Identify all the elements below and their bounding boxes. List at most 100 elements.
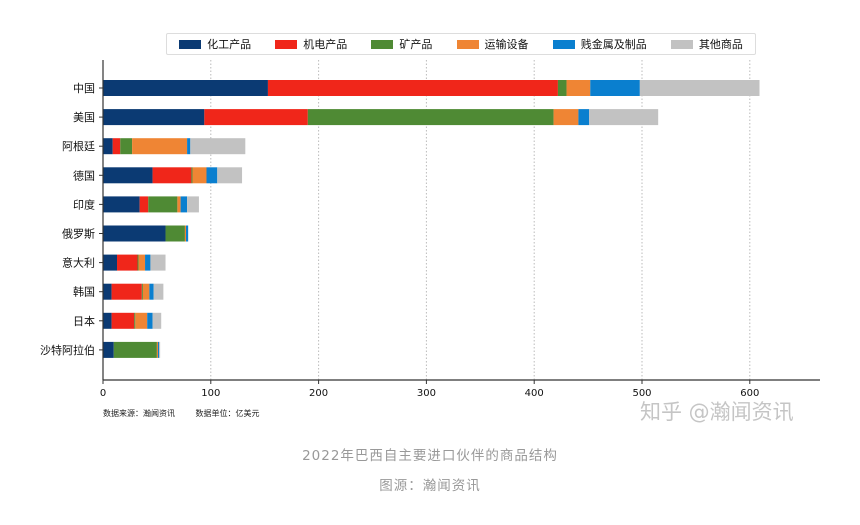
bar-segment	[557, 80, 567, 96]
legend-label: 贱金属及制品	[580, 38, 647, 51]
y-tick-label: 阿根廷	[62, 139, 95, 153]
x-tick-label: 500	[632, 388, 651, 399]
legend-label: 化工产品	[207, 38, 252, 51]
bar-segment	[590, 80, 640, 96]
bar-segment	[145, 254, 151, 271]
bar-segment	[147, 312, 153, 329]
bar-segment	[103, 283, 112, 300]
bar-segment	[152, 312, 162, 329]
x-tick-label: 100	[201, 388, 220, 399]
bar-segment	[165, 225, 185, 242]
legend-item: 矿产品	[371, 36, 432, 52]
legend-label: 机电产品	[303, 38, 348, 51]
bar-segment	[112, 138, 121, 155]
legend-label: 矿产品	[399, 38, 433, 51]
bar-segment	[152, 167, 192, 184]
bar-segment	[217, 167, 243, 184]
bar-segment	[206, 167, 218, 184]
bar-segment	[141, 283, 143, 300]
bar-segment	[138, 254, 146, 271]
y-tick-label: 印度	[73, 197, 95, 211]
bar-segment	[639, 80, 760, 96]
bar-segment	[103, 254, 118, 271]
legend-item: 运输设备	[456, 36, 529, 52]
bar-segment	[157, 341, 160, 358]
bar-segment	[120, 138, 133, 155]
bar-segment	[589, 109, 659, 126]
bar-segment	[139, 196, 149, 213]
bar-segment	[137, 254, 139, 271]
bar-segment	[103, 109, 205, 126]
y-tick-label: 德国	[73, 168, 95, 182]
bar-segment	[103, 196, 140, 213]
bar-segment	[187, 138, 191, 155]
bar-segment	[103, 312, 112, 329]
bar-segment	[103, 138, 113, 155]
bar-segment	[103, 225, 166, 242]
bar-segment	[132, 138, 188, 155]
bar-segment	[153, 283, 164, 300]
y-tick-label: 日本	[73, 314, 95, 328]
chart-legend: 化工产品 机电产品 矿产品 运输设备 贱金属及制品 其他商品	[166, 33, 756, 55]
bar-segment	[117, 254, 138, 271]
bar-segment	[180, 196, 188, 213]
watermark: 知乎 @瀚闻资讯	[640, 400, 794, 424]
y-tick-label: 韩国	[73, 285, 95, 299]
figure-source: 图源：瀚闻资讯	[379, 478, 481, 494]
source-note: 数据来源：瀚闻资讯	[103, 409, 175, 418]
legend-swatch	[456, 39, 479, 49]
bar-segment	[192, 167, 207, 184]
bar-segment	[135, 312, 148, 329]
bar-segment	[191, 167, 193, 184]
bar-segment	[186, 225, 189, 242]
x-tick-label: 200	[309, 388, 328, 399]
unit-note: 数据单位：亿美元	[195, 409, 260, 418]
y-tick-label: 沙特阿拉伯	[40, 343, 95, 357]
legend-label: 其他商品	[698, 38, 743, 51]
y-tick-label: 俄罗斯	[62, 228, 95, 241]
bar-segment	[204, 109, 308, 126]
figure-caption: 2022年巴西自主要进口伙伴的商品结构	[302, 448, 558, 464]
bar-segment	[156, 341, 158, 358]
legend-item: 机电产品	[275, 36, 347, 52]
legend-item: 其他商品	[670, 36, 743, 52]
bar-segment	[267, 80, 558, 96]
bar-segment	[134, 312, 136, 329]
x-tick-label: 300	[417, 388, 436, 399]
bar-segment	[103, 341, 114, 358]
bar-segment	[177, 196, 181, 213]
legend-item: 化工产品	[179, 36, 251, 52]
legend-swatch	[275, 39, 298, 49]
bar-segment	[307, 109, 554, 126]
bar-segment	[159, 341, 161, 358]
bar-segment	[150, 254, 166, 271]
x-tick-label: 600	[740, 388, 759, 399]
bar-segment	[553, 109, 579, 126]
legend-label: 运输设备	[484, 38, 529, 51]
bar-segment	[566, 80, 591, 96]
bar-segment	[111, 283, 142, 300]
bar-segment	[113, 341, 157, 358]
legend-swatch	[552, 39, 575, 49]
y-tick-label: 中国	[73, 82, 95, 95]
y-tick-label: 美国	[73, 111, 95, 124]
chart-notes: 数据来源：瀚闻资讯 数据单位：亿美元	[103, 408, 278, 419]
x-tick-label: 400	[525, 388, 544, 399]
legend-swatch	[371, 39, 394, 49]
bar-segment	[111, 312, 135, 329]
bar-segment	[187, 196, 199, 213]
bar-segment	[142, 283, 150, 300]
y-tick-label: 意大利	[62, 256, 95, 270]
bar-segment	[184, 225, 187, 242]
legend-swatch	[670, 39, 693, 49]
bar-segment	[103, 80, 268, 96]
x-tick-label: 0	[100, 388, 106, 399]
bar-segment	[148, 196, 178, 213]
bar-segment	[103, 167, 153, 184]
legend-swatch	[179, 39, 202, 49]
stacked-bar-chart: 0 100 200 300 400 500 600 中国美国阿根廷德国印度俄罗斯意大利韩国日本…	[40, 60, 820, 399]
bar-segment	[149, 283, 154, 300]
bar-segment	[190, 138, 246, 155]
bar-segment	[578, 109, 590, 126]
legend-item: 贱金属及制品	[552, 36, 647, 52]
